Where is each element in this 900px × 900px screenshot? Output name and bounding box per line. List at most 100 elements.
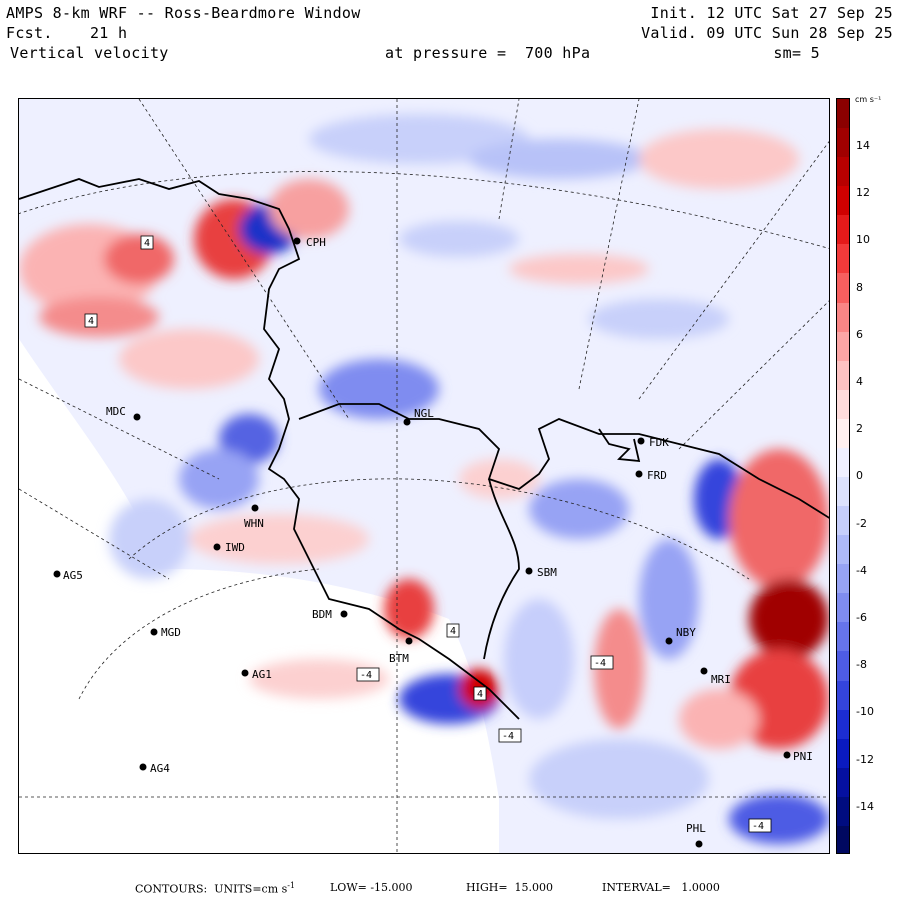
station-bdm[interactable]: BDM	[312, 608, 348, 621]
colorbar-tick-label: -6	[856, 611, 867, 624]
colorbar-segment	[837, 99, 849, 130]
colorbar-tick-label: 12	[856, 186, 870, 200]
station-iwd[interactable]: IWD	[213, 541, 245, 554]
colorbar-segment	[837, 273, 849, 304]
station-frd[interactable]: FRD	[635, 469, 667, 482]
forecast-hour: Fcst. 21 h	[6, 24, 128, 42]
svg-text:NBY: NBY	[676, 626, 696, 639]
colorbar-segment	[837, 244, 849, 275]
coastline	[19, 178, 829, 720]
svg-text:NGL: NGL	[414, 407, 434, 420]
station-mri[interactable]: MRI	[700, 667, 731, 687]
svg-text:-4: -4	[360, 670, 372, 681]
colorbar-tick-label: 0	[856, 469, 863, 483]
station-pni[interactable]: PNI	[783, 750, 813, 763]
contour-label: 4	[84, 313, 98, 328]
contour-interval: INTERVAL= 1.0000	[602, 881, 720, 894]
colorbar-tick-label: 8	[856, 280, 863, 294]
svg-text:MGD: MGD	[161, 626, 181, 639]
contour-label: 4	[446, 623, 460, 638]
svg-text:-4: -4	[594, 658, 606, 669]
contour-label: 4	[140, 235, 154, 250]
station-phl[interactable]: PHL	[686, 822, 706, 848]
station-mdc[interactable]: MDC	[106, 405, 141, 421]
colorbar-tick-label: -4	[856, 563, 867, 577]
pressure-level: at pressure = 700 hPa	[385, 44, 591, 62]
svg-text:FDK: FDK	[649, 436, 669, 449]
colorbar-tick-label: -14	[856, 799, 874, 813]
valid-time: Valid. 09 UTC Sun 28 Sep 25	[641, 24, 893, 42]
station-nby[interactable]: NBY	[665, 626, 697, 645]
map-canvas: CPH MDC NGL FDK FRD WHN IWD AG5 SBM BDM …	[19, 99, 829, 853]
svg-text:BTM: BTM	[389, 652, 409, 665]
svg-text:IWD: IWD	[225, 541, 245, 554]
station-ngl[interactable]: NGL	[403, 407, 435, 426]
colorbar-tick-label: -12	[856, 752, 874, 766]
colorbar-segment	[837, 186, 849, 217]
contour-label: -4	[590, 655, 614, 670]
station-ag5[interactable]: AG5	[53, 569, 83, 582]
colorbar-segment	[837, 535, 849, 566]
svg-text:4: 4	[88, 316, 94, 327]
svg-text:FRD: FRD	[647, 469, 667, 482]
svg-text:MDC: MDC	[106, 405, 126, 418]
svg-text:BDM: BDM	[312, 608, 332, 621]
contour-label: -4	[356, 667, 380, 682]
colorbar-segment	[837, 215, 849, 246]
colorbar-segment	[837, 738, 849, 769]
station-sbm[interactable]: SBM	[525, 566, 558, 579]
svg-text:4: 4	[477, 689, 483, 700]
station-ag1[interactable]: AG1	[241, 668, 272, 681]
svg-text:SBM: SBM	[537, 566, 557, 579]
colorbar-units: cm s⁻¹	[855, 95, 882, 104]
colorbar-segment	[837, 418, 849, 449]
colorbar-segment	[837, 128, 849, 159]
colorbar-tick-label: -8	[856, 658, 867, 672]
svg-text:4: 4	[144, 238, 150, 249]
colorbar-segment	[837, 389, 849, 420]
svg-text:PHL: PHL	[686, 822, 706, 835]
station-whn[interactable]: WHN	[244, 504, 264, 531]
svg-text:CPH: CPH	[306, 236, 326, 249]
colorbar	[836, 98, 850, 854]
contour-high: HIGH= 15.000	[466, 881, 554, 894]
smoothing-value: sm= 5	[773, 44, 820, 62]
field-name: Vertical velocity	[10, 44, 169, 62]
colorbar-segment	[837, 593, 849, 624]
station-ag4[interactable]: AG4	[139, 762, 171, 775]
colorbar-segment	[837, 651, 849, 682]
velocity-field	[19, 114, 829, 844]
colorbar-tick-label: 14	[856, 139, 870, 152]
colorbar-tick-label: 6	[856, 327, 863, 341]
station-fdk[interactable]: FDK	[637, 436, 670, 449]
no-data-region	[19, 339, 499, 853]
model-title: AMPS 8-km WRF -- Ross-Beardmore Window	[6, 4, 361, 22]
colorbar-segment	[837, 506, 849, 537]
svg-text:WHN: WHN	[244, 517, 264, 530]
svg-text:MRI: MRI	[711, 673, 731, 686]
colorbar-tick-label: -10	[856, 705, 874, 719]
contour-low: LOW= -15.000	[330, 881, 413, 894]
svg-text:AG4: AG4	[150, 762, 170, 775]
colorbar-segment	[837, 302, 849, 333]
svg-text:PNI: PNI	[793, 750, 813, 763]
station-btm[interactable]: BTM	[389, 637, 413, 666]
colorbar-tick-label: 2	[856, 422, 863, 436]
colorbar-tick-label: 10	[856, 233, 870, 247]
contour-labels: 4 4 4 -4 -4 -4 4 -4	[84, 235, 772, 833]
contour-units: CONTOURS: UNITS=cm s-1	[135, 881, 296, 896]
colorbar-segment	[837, 157, 849, 188]
station-mgd[interactable]: MGD	[150, 626, 181, 639]
svg-text:AG5: AG5	[63, 569, 83, 582]
svg-text:-4: -4	[752, 821, 764, 832]
svg-text:-4: -4	[502, 731, 514, 742]
contour-label: 4	[473, 686, 487, 701]
colorbar-segment	[837, 622, 849, 653]
colorbar-tick-label: 4	[856, 375, 863, 388]
contour-label: -4	[498, 728, 522, 743]
colorbar-tick-label: -2	[856, 516, 867, 530]
station-cph[interactable]: CPH	[293, 236, 326, 249]
svg-text:AG1: AG1	[252, 668, 272, 681]
map-panel[interactable]: CPH MDC NGL FDK FRD WHN IWD AG5 SBM BDM …	[18, 98, 830, 854]
colorbar-segment	[837, 767, 849, 798]
